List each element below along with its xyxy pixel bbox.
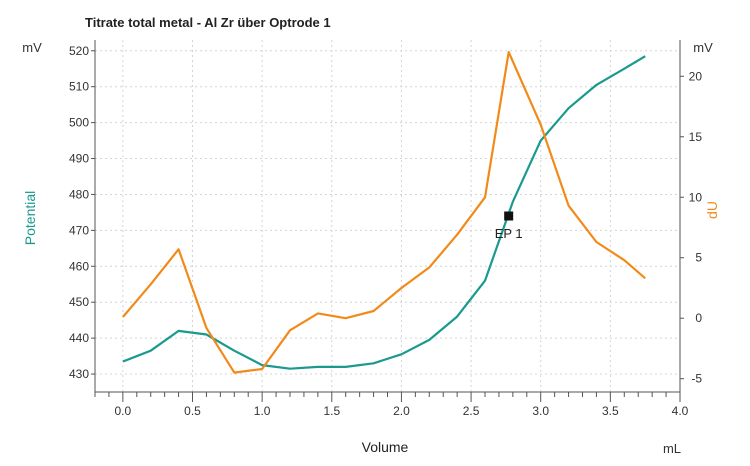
left-axis-unit: mV (22, 40, 42, 55)
x-axis-label: Volume (362, 439, 409, 455)
series-0-point-19 (643, 54, 647, 58)
endpoint-marker (504, 211, 514, 221)
y-right-tick-label-2: 5 (695, 251, 702, 265)
x-tick-label-8: 4.0 (672, 404, 689, 418)
y-right-tick-label-4: 15 (689, 130, 703, 144)
x-tick-label-4: 2.0 (393, 404, 410, 418)
x-tick-label-0: 0.0 (115, 404, 132, 418)
series-layer (121, 50, 647, 375)
x-tick-label-5: 2.5 (463, 404, 480, 418)
series-1-point-12 (455, 233, 459, 237)
series-1-point-3 (204, 326, 208, 330)
series-0-point-14 (511, 200, 515, 204)
y-left-tick-label-7: 500 (69, 116, 89, 130)
x-tick-label-1: 0.5 (184, 404, 201, 418)
series-0-point-2 (177, 329, 181, 333)
series-1-point-18 (622, 258, 626, 262)
y-left-tick-label-2: 450 (69, 295, 89, 309)
y-left-tick-label-0: 430 (69, 367, 89, 381)
y-left-tick-label-8: 510 (69, 80, 89, 94)
right-axis-unit: mV (693, 40, 713, 55)
series-1-point-16 (567, 204, 571, 208)
x-axis-unit: mL (663, 441, 681, 456)
y-left-tick-label-3: 460 (69, 259, 89, 273)
y-left-tick-label-6: 490 (69, 152, 89, 166)
series-0-point-0 (121, 359, 125, 363)
series-1-point-4 (232, 371, 236, 375)
series-1-point-11 (427, 265, 431, 269)
series-0-point-17 (594, 83, 598, 87)
series-0-point-11 (427, 338, 431, 342)
endpoint-label: EP 1 (495, 226, 523, 241)
y-left-tick-label-9: 520 (69, 44, 89, 58)
series-0-point-13 (483, 279, 487, 283)
du-series-line (122, 50, 646, 374)
series-0-point-1 (149, 349, 153, 353)
x-tick-label-3: 1.5 (323, 404, 340, 418)
y-right-tick-label-0: -5 (691, 372, 702, 386)
y-left-tick-label-5: 480 (69, 187, 89, 201)
series-0-point-4 (232, 349, 236, 353)
y-axis-label-left: Potential (22, 191, 38, 245)
y-right-tick-label-3: 10 (689, 190, 703, 204)
series-0-point-16 (567, 106, 571, 110)
x-tick-label-7: 3.5 (602, 404, 619, 418)
series-1-point-19 (643, 276, 647, 280)
x-tick-label-2: 1.0 (254, 404, 271, 418)
y-left-tick-label-4: 470 (69, 223, 89, 237)
series-0-point-8 (344, 365, 348, 369)
series-0-point-15 (539, 139, 543, 143)
series-1-point-15 (539, 123, 543, 127)
series-0-point-18 (622, 67, 626, 71)
series-1-point-10 (399, 286, 403, 290)
series-1-point-9 (372, 309, 376, 313)
annotations: EP 1 (495, 211, 523, 241)
series-1-point-8 (344, 316, 348, 320)
y-left-tick-label-1: 440 (69, 331, 89, 345)
grid (95, 40, 681, 392)
y-right-tick-label-1: 0 (695, 311, 702, 325)
series-0-point-9 (372, 361, 376, 365)
axes: 0.0 0.5 1.0 1.5 2.0 2.5 3.0 3.5 4.0 430 440 450 460 4… (69, 40, 702, 418)
series-0-point-12 (455, 315, 459, 319)
series-0-point-3 (204, 333, 208, 337)
potential-series-line (122, 55, 646, 370)
series-0-point-6 (288, 367, 292, 371)
y-axis-label-right: dU (704, 201, 720, 219)
series-0-point-10 (399, 352, 403, 356)
y-right-tick-label-5: 20 (689, 69, 703, 83)
series-1-point-13 (483, 195, 487, 199)
series-1-point-17 (594, 240, 598, 244)
series-1-point-7 (316, 311, 320, 315)
series-1-point-14 (507, 50, 511, 54)
series-1-point-2 (177, 247, 181, 251)
chart-title: Titrate total metal - Al Zr über Optrode… (85, 15, 331, 30)
series-1-point-5 (260, 367, 264, 371)
series-0-point-7 (316, 365, 320, 369)
series-1-point-0 (121, 315, 125, 319)
x-tick-label-6: 3.0 (532, 404, 549, 418)
series-1-point-1 (149, 282, 153, 286)
series-1-point-6 (288, 328, 292, 332)
